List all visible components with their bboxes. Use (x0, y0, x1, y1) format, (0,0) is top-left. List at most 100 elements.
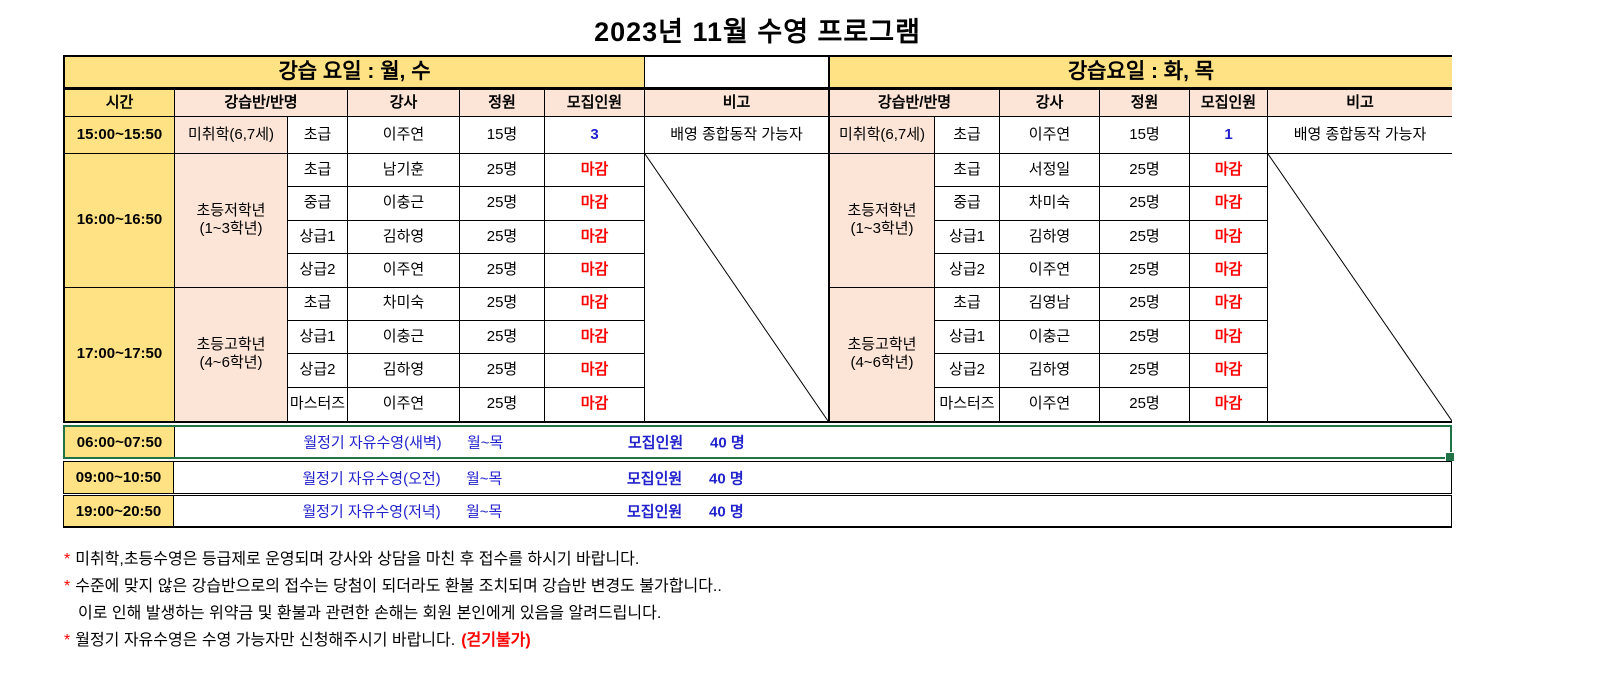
capacity-cell[interactable]: 25명 (460, 320, 545, 355)
day-header-mon-wed[interactable]: 강습 요일 : 월, 수 (65, 57, 645, 90)
instructor-cell[interactable]: 이충근 (348, 187, 460, 221)
level-cell[interactable]: 초급 (288, 154, 348, 188)
free-swim-row-body[interactable]: 월정기 자유수영(새벽) 월~목 모집인원 40 명 (175, 427, 1450, 457)
free-swim-row-body[interactable]: 월정기 자유수영(오전) 월~목 모집인원 40 명 (174, 462, 1451, 493)
instructor-cell[interactable]: 이주연 (348, 117, 460, 154)
capacity-cell[interactable]: 25명 (460, 287, 545, 321)
group-cell-elem-low-right[interactable]: 초등저학년 (1~3학년) (830, 154, 935, 288)
instructor-cell[interactable]: 김하영 (348, 354, 460, 388)
col-header-recruit-left[interactable]: 모집인원 (545, 90, 645, 117)
group-cell-elem-high-right[interactable]: 초등고학년 (4~6학년) (830, 287, 935, 421)
capacity-cell[interactable]: 25명 (1100, 154, 1190, 188)
col-header-capacity-left[interactable]: 정원 (460, 90, 545, 117)
recruit-closed-cell[interactable]: 마감 (545, 220, 645, 255)
recruit-closed-cell[interactable]: 마감 (1190, 154, 1268, 188)
capacity-cell[interactable]: 25명 (1100, 387, 1190, 421)
recruit-closed-cell[interactable]: 마감 (545, 187, 645, 221)
col-header-class-right[interactable]: 강습반/반명 (830, 90, 1000, 117)
recruit-closed-cell[interactable]: 마감 (1190, 287, 1268, 321)
col-header-note-right[interactable]: 비고 (1268, 90, 1452, 117)
time-cell-0900[interactable]: 09:00~10:50 (64, 462, 174, 493)
instructor-cell[interactable]: 이주연 (348, 254, 460, 288)
instructor-cell[interactable]: 이주연 (1000, 254, 1100, 288)
recruit-closed-cell[interactable]: 마감 (545, 387, 645, 421)
instructor-cell[interactable]: 이충근 (348, 320, 460, 355)
level-cell[interactable]: 상급2 (935, 354, 1000, 388)
col-header-capacity-right[interactable]: 정원 (1100, 90, 1190, 117)
level-cell[interactable]: 초급 (288, 117, 348, 154)
note-cell-left[interactable]: 배영 종합동작 가능자 (645, 117, 830, 154)
capacity-cell[interactable]: 25명 (1100, 320, 1190, 355)
recruit-closed-cell[interactable]: 마감 (1190, 187, 1268, 221)
recruit-closed-cell[interactable]: 마감 (545, 254, 645, 288)
free-swim-row-dawn[interactable]: 06:00~07:50 월정기 자유수영(새벽) 월~목 모집인원 40 명 (63, 425, 1455, 462)
capacity-cell[interactable]: 25명 (460, 387, 545, 421)
group-cell-preschool-right[interactable]: 미취학(6,7세) (830, 117, 935, 154)
recruit-count-cell[interactable]: 3 (545, 117, 645, 154)
instructor-cell[interactable]: 김하영 (1000, 220, 1100, 255)
capacity-cell[interactable]: 25명 (460, 187, 545, 221)
col-header-instructor-left[interactable]: 강사 (348, 90, 460, 117)
instructor-cell[interactable]: 차미숙 (348, 287, 460, 321)
capacity-cell[interactable]: 25명 (460, 154, 545, 188)
recruit-closed-cell[interactable]: 마감 (545, 154, 645, 188)
capacity-cell[interactable]: 25명 (1100, 287, 1190, 321)
capacity-cell[interactable]: 15명 (1100, 117, 1190, 154)
capacity-cell[interactable]: 25명 (460, 354, 545, 388)
note-cell-right-empty[interactable] (1268, 154, 1452, 421)
instructor-cell[interactable]: 김하영 (1000, 354, 1100, 388)
level-cell[interactable]: 상급2 (935, 254, 1000, 288)
level-cell[interactable]: 상급1 (935, 220, 1000, 255)
level-cell[interactable]: 마스터즈 (935, 387, 1000, 421)
level-cell[interactable]: 초급 (935, 287, 1000, 321)
time-cell-1900[interactable]: 19:00~20:50 (64, 496, 174, 526)
free-swim-row-evening[interactable]: 19:00~20:50 월정기 자유수영(저녁) 월~목 모집인원 40 명 (63, 495, 1452, 528)
instructor-cell[interactable]: 이주연 (348, 387, 460, 421)
group-cell-elem-high-left[interactable]: 초등고학년 (4~6학년) (175, 287, 288, 421)
col-header-class-left[interactable]: 강습반/반명 (175, 90, 348, 117)
col-header-instructor-right[interactable]: 강사 (1000, 90, 1100, 117)
recruit-closed-cell[interactable]: 마감 (1190, 354, 1268, 388)
level-cell[interactable]: 상급2 (288, 354, 348, 388)
recruit-count-cell[interactable]: 1 (1190, 117, 1268, 154)
col-header-note-left[interactable]: 비고 (645, 90, 830, 117)
day-header-tue-thu[interactable]: 강습요일 : 화, 목 (830, 57, 1452, 90)
instructor-cell[interactable]: 김하영 (348, 220, 460, 255)
level-cell[interactable]: 상급1 (288, 220, 348, 255)
level-cell[interactable]: 상급1 (288, 320, 348, 355)
time-cell-1500[interactable]: 15:00~15:50 (65, 117, 175, 154)
recruit-closed-cell[interactable]: 마감 (545, 354, 645, 388)
capacity-cell[interactable]: 25명 (1100, 254, 1190, 288)
recruit-closed-cell[interactable]: 마감 (1190, 254, 1268, 288)
group-cell-preschool-left[interactable]: 미취학(6,7세) (175, 117, 288, 154)
recruit-closed-cell[interactable]: 마감 (545, 320, 645, 355)
recruit-closed-cell[interactable]: 마감 (1190, 387, 1268, 421)
recruit-closed-cell[interactable]: 마감 (1190, 220, 1268, 255)
level-cell[interactable]: 상급2 (288, 254, 348, 288)
group-cell-elem-low-left[interactable]: 초등저학년 (1~3학년) (175, 154, 288, 288)
free-swim-row-morning[interactable]: 09:00~10:50 월정기 자유수영(오전) 월~목 모집인원 40 명 (63, 461, 1452, 494)
level-cell[interactable]: 초급 (288, 287, 348, 321)
capacity-cell[interactable]: 25명 (460, 254, 545, 288)
time-cell-1600[interactable]: 16:00~16:50 (65, 154, 175, 288)
time-cell-1700[interactable]: 17:00~17:50 (65, 287, 175, 421)
free-swim-row-body[interactable]: 월정기 자유수영(저녁) 월~목 모집인원 40 명 (174, 496, 1451, 526)
time-cell-0600[interactable]: 06:00~07:50 (65, 427, 175, 457)
day-header-gap-cell[interactable] (645, 57, 830, 90)
note-cell-left-empty[interactable] (645, 154, 830, 421)
capacity-cell[interactable]: 25명 (460, 220, 545, 255)
instructor-cell[interactable]: 남기훈 (348, 154, 460, 188)
capacity-cell[interactable]: 15명 (460, 117, 545, 154)
col-header-recruit-right[interactable]: 모집인원 (1190, 90, 1268, 117)
note-cell-right[interactable]: 배영 종합동작 가능자 (1268, 117, 1452, 154)
recruit-closed-cell[interactable]: 마감 (545, 287, 645, 321)
level-cell[interactable]: 초급 (935, 154, 1000, 188)
instructor-cell[interactable]: 이충근 (1000, 320, 1100, 355)
instructor-cell[interactable]: 서정일 (1000, 154, 1100, 188)
instructor-cell[interactable]: 차미숙 (1000, 187, 1100, 221)
capacity-cell[interactable]: 25명 (1100, 354, 1190, 388)
capacity-cell[interactable]: 25명 (1100, 187, 1190, 221)
level-cell[interactable]: 초급 (935, 117, 1000, 154)
level-cell[interactable]: 마스터즈 (288, 387, 348, 421)
instructor-cell[interactable]: 이주연 (1000, 387, 1100, 421)
